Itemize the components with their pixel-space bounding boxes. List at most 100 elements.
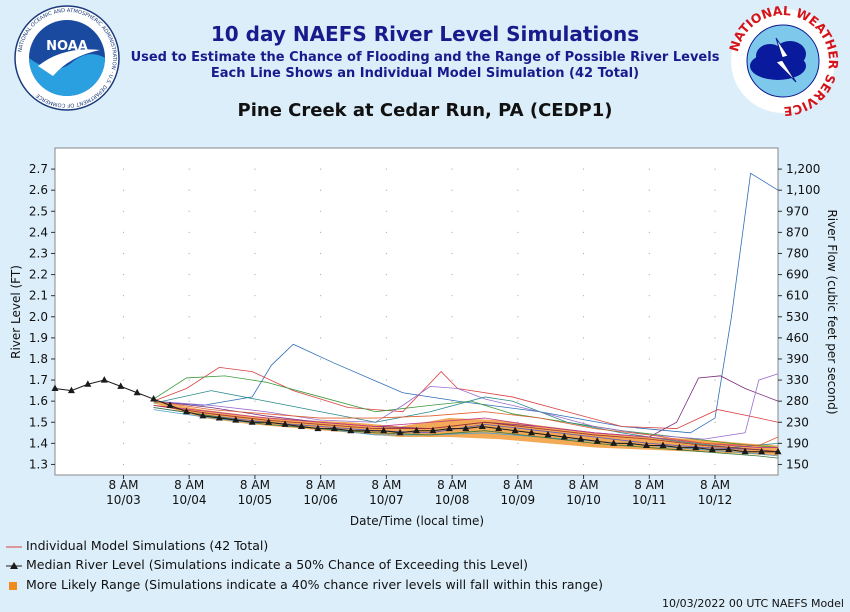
grid-dot	[517, 421, 519, 423]
y2-tick-label: 150	[786, 457, 809, 471]
median-marker	[626, 439, 634, 446]
legend-range-text: More Likely Range (Simulations indicate …	[25, 577, 603, 592]
median-marker	[643, 441, 651, 448]
grid-dot	[385, 442, 387, 444]
y2-tick-label: 190	[786, 436, 809, 450]
median-marker	[725, 445, 733, 453]
median-marker	[675, 443, 683, 451]
y2-tick-label: 530	[786, 310, 809, 324]
grid-dot	[122, 316, 125, 318]
grid-dot	[254, 295, 256, 297]
median-marker	[413, 426, 420, 434]
x-tick-date: 10/04	[172, 493, 207, 507]
grid-dot	[122, 421, 125, 423]
grid-dot	[451, 358, 453, 360]
simulation-line-1	[153, 172, 779, 434]
grid-dot	[320, 210, 322, 212]
grid-dot	[122, 400, 125, 402]
grid-dot	[385, 273, 387, 276]
noaa-logo-text: NOAA	[46, 39, 88, 54]
grid-dot	[122, 295, 125, 297]
y-tick-label: 2.1	[29, 289, 48, 303]
median-marker	[774, 447, 782, 455]
grid-dot	[188, 316, 190, 318]
grid-dot	[254, 231, 256, 233]
grid-dot	[648, 295, 650, 297]
grid-dot	[582, 358, 585, 360]
x-tick-date: 10/08	[435, 493, 470, 507]
y2-tick-label: 610	[786, 289, 809, 303]
y-tick-label: 1.5	[29, 415, 48, 429]
x-tick-date: 10/09	[501, 493, 536, 507]
grid-dot	[254, 210, 256, 212]
grid-dot	[714, 358, 716, 360]
grid-dot	[385, 421, 387, 423]
grid-dot	[517, 168, 519, 170]
x-tick-time: 8 AM	[569, 478, 599, 492]
grid-dot	[582, 273, 585, 276]
y-tick-label: 2.0	[29, 310, 48, 324]
y2-tick-label: 230	[786, 415, 809, 429]
y-tick-label: 2.5	[29, 204, 48, 218]
grid-dot	[188, 189, 190, 191]
median-marker	[100, 376, 108, 383]
legend-square-icon	[9, 581, 17, 590]
legend-individual: Individual Model Simulations (42 Total)	[6, 538, 268, 553]
grid-dot	[582, 316, 585, 318]
grid-dot	[385, 400, 387, 402]
median-marker	[544, 430, 552, 438]
simulation-line-11	[153, 404, 779, 453]
y-tick-label: 2.3	[29, 246, 48, 260]
grid-dot	[320, 168, 322, 170]
grid-dot	[582, 337, 585, 339]
grid-dot	[188, 295, 190, 297]
grid-dot	[714, 231, 716, 233]
grid-dot	[517, 358, 519, 360]
y2-tick-label: 1,200	[786, 162, 820, 176]
x-tick-date: 10/05	[238, 493, 273, 507]
grid-dot	[648, 400, 650, 402]
median-marker	[51, 384, 59, 392]
y2-axis-label: River Flow (cubic feet per second)	[825, 209, 839, 414]
grid-dot	[320, 252, 322, 255]
median-marker	[166, 401, 174, 408]
y-axis-right: 150 190 230 280 330 390 460 530 610 690 780 870 970 1…	[778, 162, 820, 471]
grid-dot	[648, 358, 650, 360]
grid-dot	[320, 358, 322, 360]
grid-dot	[517, 337, 519, 339]
location-title: Pine Creek at Cedar Run, PA (CEDP1)	[237, 100, 613, 121]
grid-dot	[648, 463, 650, 466]
grid-dot	[714, 189, 716, 191]
grid-dot	[582, 252, 585, 255]
x-tick-date: 10/03	[106, 493, 141, 507]
median-marker	[478, 422, 486, 429]
y2-tick-label: 280	[786, 394, 809, 408]
grid-dot	[188, 231, 190, 233]
legend-range: More Likely Range (Simulations indicate …	[6, 577, 603, 592]
median-marker	[363, 426, 371, 434]
grid-dot	[320, 273, 322, 276]
grid-dot	[451, 168, 453, 170]
grid-dot	[582, 189, 585, 191]
grid-dot	[582, 463, 585, 466]
y-tick-label: 1.6	[29, 394, 48, 408]
median-marker	[314, 424, 322, 432]
grid-dot	[320, 231, 322, 233]
grid-dot	[122, 189, 125, 191]
grid-dot	[714, 463, 716, 466]
median-marker	[659, 441, 667, 448]
grid-dot	[714, 168, 716, 170]
nws-logo: NATIONAL WEATHER SERVICE	[726, 6, 840, 116]
grid-dot	[648, 168, 650, 170]
grid-dot	[648, 421, 650, 423]
grid-dot	[714, 400, 716, 402]
noaa-logo: NOAA NATIONAL OCEANIC AND ATMOSPHERIC AD…	[14, 5, 120, 111]
grid-dot	[254, 463, 256, 466]
chart-subtitle-2: Each Line Shows an Individual Model Simu…	[210, 66, 640, 81]
grid-dot	[188, 442, 190, 444]
grid-dot	[254, 337, 256, 339]
median-marker	[593, 437, 601, 444]
grid-dot	[648, 379, 650, 381]
grid-dot	[254, 442, 256, 444]
